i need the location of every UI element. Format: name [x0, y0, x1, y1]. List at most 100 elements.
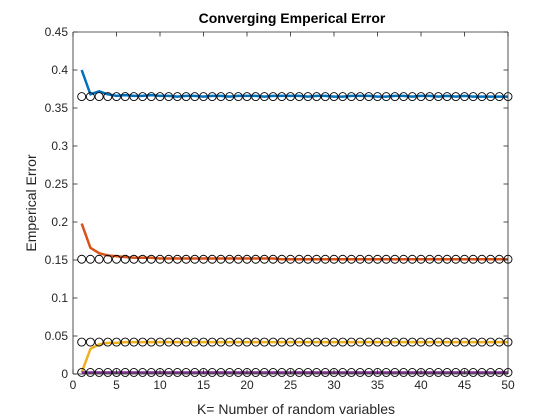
marker-point: [303, 368, 313, 377]
marker-point: [373, 337, 382, 347]
marker-point: [242, 337, 252, 347]
marker-point: [425, 368, 435, 377]
marker-point: [346, 368, 356, 377]
marker-point: [329, 337, 339, 347]
marker-point: [85, 368, 95, 377]
marker-point: [320, 92, 330, 102]
x-tick-label: 50: [501, 378, 515, 392]
marker-point: [477, 254, 487, 264]
marker-point: [85, 254, 95, 264]
marker-point: [251, 337, 261, 347]
marker-point: [242, 368, 252, 377]
marker-point: [112, 337, 121, 347]
marker-point: [468, 337, 478, 347]
marker-point: [207, 368, 217, 377]
marker-point: [190, 337, 200, 347]
marker-point: [346, 92, 356, 102]
marker-point: [233, 368, 243, 377]
marker-point: [416, 337, 426, 347]
marker-point: [381, 254, 391, 264]
marker-point: [129, 92, 139, 102]
marker-point: [112, 368, 121, 377]
marker-point: [207, 337, 217, 347]
marker-point: [460, 254, 469, 264]
marker-point: [242, 92, 252, 102]
x-tick-label: 40: [414, 378, 428, 392]
marker-point: [320, 254, 330, 264]
marker-point: [303, 337, 313, 347]
marker-point: [486, 337, 496, 347]
y-tick-label: 0.3: [51, 139, 68, 153]
marker-point: [399, 92, 409, 102]
marker-point: [416, 92, 426, 102]
marker-point: [433, 92, 443, 102]
marker-point: [155, 92, 165, 102]
marker-point: [312, 368, 322, 377]
marker-point: [329, 92, 339, 102]
marker-point: [277, 254, 287, 264]
marker-point: [233, 92, 243, 102]
y-tick-label: 0.05: [45, 329, 69, 343]
marker-point: [338, 368, 348, 377]
marker-point: [155, 368, 165, 377]
marker-point: [259, 368, 269, 377]
marker-point: [364, 337, 374, 347]
marker-point: [416, 254, 426, 264]
marker-point: [416, 368, 426, 377]
marker-point: [103, 368, 113, 377]
marker-point: [373, 92, 382, 102]
y-tick-label: 0.45: [45, 25, 69, 39]
marker-point: [146, 92, 156, 102]
x-tick-label: 15: [197, 378, 211, 392]
marker-point: [146, 254, 156, 264]
marker-point: [486, 92, 496, 102]
marker-point: [138, 92, 148, 102]
marker-point: [172, 92, 182, 102]
marker-point: [251, 92, 261, 102]
marker-point: [451, 337, 461, 347]
marker-point: [373, 368, 382, 377]
marker-point: [94, 368, 104, 377]
marker-point: [164, 92, 174, 102]
marker-point: [346, 254, 356, 264]
marker-point: [286, 254, 295, 264]
marker-point: [460, 368, 469, 377]
marker-point: [138, 368, 148, 377]
marker-point: [407, 337, 417, 347]
x-tick-label: 20: [240, 378, 254, 392]
marker-point: [120, 368, 130, 377]
marker-point: [399, 254, 409, 264]
marker-point: [207, 254, 217, 264]
marker-point: [85, 92, 95, 102]
marker-point: [268, 254, 278, 264]
marker-point: [494, 254, 504, 264]
marker-point: [407, 254, 417, 264]
y-tick-label: 0.15: [45, 253, 69, 267]
marker-point: [225, 254, 235, 264]
marker-point: [277, 92, 287, 102]
marker-point: [138, 337, 148, 347]
marker-point: [425, 254, 435, 264]
marker-point: [199, 92, 208, 102]
marker-point: [294, 92, 304, 102]
marker-point: [312, 337, 322, 347]
marker-point: [225, 92, 235, 102]
marker-point: [199, 254, 208, 264]
marker-point: [181, 254, 191, 264]
marker-point: [164, 368, 174, 377]
marker-point: [286, 92, 295, 102]
marker-point: [181, 337, 191, 347]
y-tick-label: 0.4: [51, 63, 68, 77]
marker-point: [433, 368, 443, 377]
marker-point: [164, 254, 174, 264]
x-axis-label: K= Number of random variables: [197, 401, 395, 417]
marker-point: [138, 254, 148, 264]
marker-point: [338, 337, 348, 347]
x-tick-label: 5: [113, 378, 120, 392]
marker-point: [216, 337, 226, 347]
marker-point: [494, 92, 504, 102]
marker-point: [129, 254, 139, 264]
marker-point: [77, 254, 87, 264]
marker-point: [460, 337, 469, 347]
marker-point: [199, 368, 208, 377]
